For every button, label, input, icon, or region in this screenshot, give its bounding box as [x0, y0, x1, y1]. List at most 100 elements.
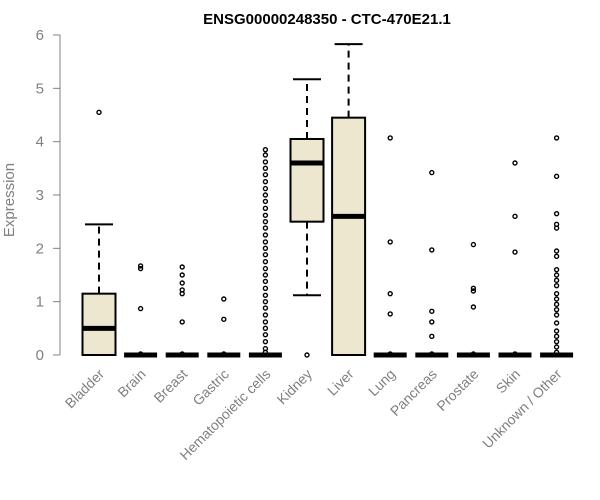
outlier-point	[179, 280, 185, 286]
chart-title: ENSG00000248350 - CTC-470E21.1	[203, 11, 451, 28]
outlier-point	[553, 333, 560, 340]
outlier-point	[553, 312, 560, 318]
outlier-point	[179, 319, 185, 325]
outlier-point	[262, 349, 269, 356]
outlier-point	[262, 152, 269, 158]
outlier-point	[553, 277, 560, 284]
box-brain	[124, 263, 158, 358]
box-breast	[165, 264, 199, 358]
outlier-point	[262, 185, 269, 192]
outlier-point	[470, 351, 477, 357]
outlier-point	[262, 312, 269, 318]
outlier-point	[262, 165, 269, 172]
outlier-point	[553, 248, 560, 254]
outlier-point	[262, 298, 269, 305]
outlier-point	[137, 351, 144, 357]
y-axis: 0 1 2 3 4 5 6	[36, 27, 61, 364]
outlier-point	[429, 319, 435, 325]
x-label-bladder: Bladder	[62, 366, 108, 412]
outlier-point	[137, 263, 144, 269]
outlier-point	[262, 325, 269, 332]
outlier-point	[553, 320, 560, 326]
outlier-point	[262, 205, 269, 212]
outlier-point	[470, 304, 477, 310]
outlier-point	[179, 351, 185, 357]
outlier-point	[262, 305, 269, 311]
outlier-point	[179, 290, 185, 297]
outlier-point	[262, 265, 269, 272]
outlier-point	[512, 249, 518, 255]
outlier-point	[429, 247, 435, 253]
box-prostate	[456, 241, 490, 358]
y-axis-label: Expression	[1, 163, 18, 237]
x-label-unknown-other: Unknown / Other	[479, 366, 565, 452]
outlier-point	[470, 241, 477, 248]
outlier-point	[429, 333, 435, 340]
outlier-point	[137, 265, 144, 272]
outlier-point	[179, 272, 185, 278]
boxes-group	[81, 43, 574, 358]
box-hematopoietic-cells	[248, 146, 282, 358]
outlier-point	[262, 252, 269, 258]
outlier-point	[512, 160, 518, 166]
box-skin	[498, 160, 532, 358]
outlier-point	[387, 135, 393, 141]
outlier-point	[553, 253, 560, 260]
x-label-brain: Brain	[114, 366, 148, 400]
y-tick-label-3: 3	[36, 187, 44, 204]
outlier-point	[553, 296, 560, 302]
outlier-point	[429, 308, 435, 314]
outlier-point	[553, 306, 560, 313]
x-label-breast: Breast	[150, 366, 190, 406]
outlier-point	[553, 282, 560, 289]
outlier-point	[387, 239, 393, 245]
outlier-point	[387, 290, 393, 297]
outlier-point	[221, 296, 227, 302]
y-tick-label-4: 4	[36, 134, 44, 151]
outlier-point	[262, 245, 269, 252]
box-liver	[331, 43, 367, 356]
outlier-point	[262, 258, 269, 265]
outlier-point	[262, 338, 269, 345]
outlier-point	[553, 344, 560, 350]
outlier-point	[221, 316, 227, 322]
outlier-point	[262, 319, 269, 325]
x-label-liver: Liver	[324, 366, 357, 399]
outlier-point	[429, 351, 435, 357]
outlier-point	[553, 266, 560, 273]
outlier-point	[553, 349, 560, 356]
outlier-point	[553, 301, 560, 308]
x-label-prostate: Prostate	[433, 366, 481, 414]
y-tick-label-1: 1	[36, 294, 44, 311]
outlier-point	[304, 352, 310, 358]
outlier-point	[262, 292, 269, 298]
outlier-point	[179, 264, 185, 270]
box-unknown-other	[540, 135, 574, 358]
box-gastric	[207, 296, 241, 358]
outlier-point	[262, 178, 269, 185]
outlier-point	[262, 172, 269, 178]
outlier-point	[262, 225, 269, 231]
y-tick-label-2: 2	[36, 240, 44, 257]
outlier-point	[221, 351, 227, 357]
box-kidney	[289, 78, 325, 358]
outlier-point	[553, 173, 560, 180]
outlier-point	[553, 225, 560, 231]
outlier-point	[553, 328, 560, 334]
y-tick-label-6: 6	[36, 27, 44, 44]
outlier-point	[262, 232, 269, 238]
outlier-point	[553, 210, 560, 217]
outlier-point	[262, 218, 269, 225]
outlier-point	[512, 213, 518, 220]
outlier-point	[262, 285, 269, 292]
y-tick-label-5: 5	[36, 80, 44, 97]
box-body	[289, 138, 325, 223]
box-body	[331, 116, 367, 356]
outlier-point	[470, 285, 477, 292]
outlier-point	[262, 192, 269, 198]
x-label-kidney: Kidney	[274, 366, 316, 408]
outlier-point	[262, 278, 269, 285]
